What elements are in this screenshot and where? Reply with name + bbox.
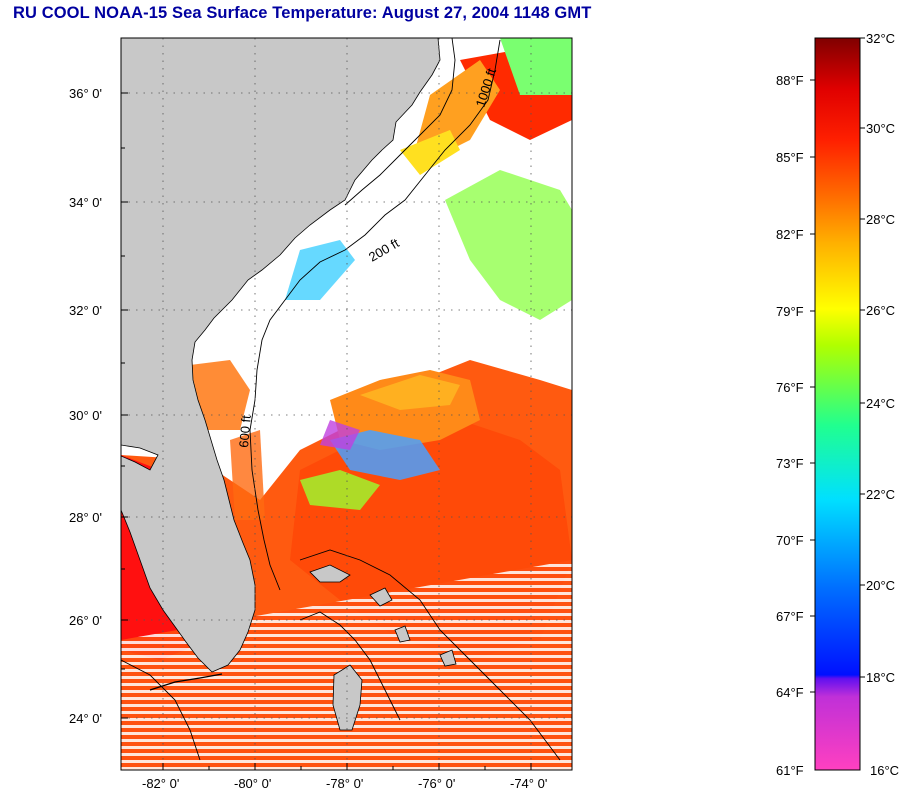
andros-island: [332, 664, 363, 731]
florida-keys: [149, 673, 223, 691]
lon-label: -76° 0': [418, 776, 455, 791]
lat-label: 26° 0': [69, 613, 102, 628]
land-mass-southeast-us: [121, 38, 441, 673]
lat-label: 34° 0': [69, 195, 102, 210]
map-title: RU COOL NOAA-15 Sea Surface Temperature:…: [13, 4, 592, 22]
fahrenheit-label: 64°F: [776, 685, 804, 700]
celsius-label: 24°C: [866, 396, 895, 411]
latitude-labels: 36° 0' 34° 0' 32° 0' 30° 0' 28° 0' 26° 0…: [69, 86, 102, 726]
fahrenheit-label: 76°F: [776, 380, 804, 395]
lat-label: 24° 0': [69, 711, 102, 726]
lat-lon-grid: [121, 38, 572, 770]
isobath-label-600ft: 600 ft: [236, 414, 254, 448]
celsius-label: 28°C: [866, 212, 895, 227]
lat-label: 30° 0': [69, 408, 102, 423]
fahrenheit-label: 82°F: [776, 227, 804, 242]
lat-label: 32° 0': [69, 303, 102, 318]
celsius-label: 18°C: [866, 670, 895, 685]
celsius-label: 26°C: [866, 303, 895, 318]
axis-ticks: [121, 92, 532, 770]
map-panel: 1000 ft 200 ft 600 ft: [121, 38, 572, 770]
fahrenheit-label: 61°F: [776, 763, 804, 778]
lat-label: 36° 0': [69, 86, 102, 101]
colorbar-gradient: [814, 37, 861, 771]
longitude-labels: -82° 0' -80° 0' -78° 0' -76° 0' -74° 0': [142, 776, 547, 791]
sst-data-layer: [121, 38, 572, 770]
lon-label: -80° 0': [234, 776, 271, 791]
celsius-label: 16°C: [870, 763, 899, 778]
lon-label: -78° 0': [326, 776, 363, 791]
fahrenheit-label: 79°F: [776, 304, 804, 319]
fahrenheit-label: 88°F: [776, 73, 804, 88]
fahrenheit-label: 73°F: [776, 456, 804, 471]
celsius-label: 32°C: [866, 31, 895, 46]
lon-label: -74° 0': [510, 776, 547, 791]
fahrenheit-label: 70°F: [776, 533, 804, 548]
celsius-label: 30°C: [866, 121, 895, 136]
fahrenheit-label: 85°F: [776, 150, 804, 165]
lon-label: -82° 0': [142, 776, 179, 791]
isobath-contours: [121, 38, 561, 761]
lat-label: 28° 0': [69, 510, 102, 525]
bahamas-islands: [309, 564, 457, 667]
fahrenheit-label: 67°F: [776, 609, 804, 624]
temperature-colorbar: 88°F 85°F 82°F 79°F 76°F 73°F 70°F 67°F …: [776, 31, 899, 778]
celsius-label: 22°C: [866, 487, 895, 502]
celsius-label: 20°C: [866, 578, 895, 593]
